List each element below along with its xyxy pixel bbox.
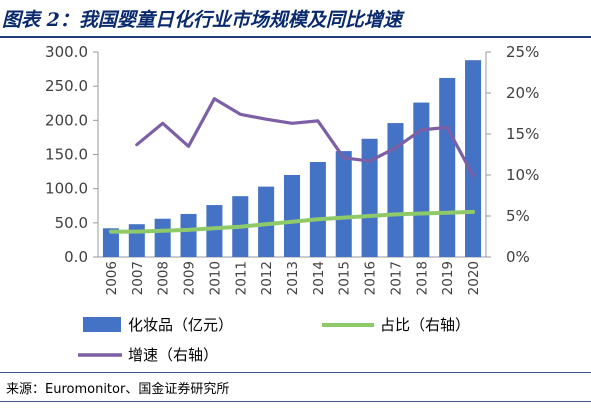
bar-2018 (413, 102, 430, 257)
bar-2010 (206, 205, 223, 257)
chart-title: 图表 2：我国婴童日化行业市场规模及同比增速 (2, 9, 402, 31)
x-tick-label-2007: 2007 (130, 261, 146, 295)
bar-2008 (154, 218, 171, 257)
x-tick-label-2013: 2013 (285, 261, 301, 295)
x-tick-label-2006: 2006 (104, 261, 120, 295)
combo-chart: 0.0 50.0 100.0 150.0 200.0 250.0 300.0 0% 5% 10% 1… (45, 43, 539, 364)
right-tick-label: 10% (506, 166, 539, 184)
x-tick-label-2009: 2009 (182, 261, 198, 295)
legend-label-bar: 化妆品（亿元） (128, 316, 233, 334)
title-divider (0, 36, 591, 38)
x-tick-label-2020: 2020 (466, 261, 482, 295)
left-tick-label: 100.0 (45, 180, 88, 198)
legend-label-share: 占比（右轴） (380, 316, 470, 334)
bar-2017 (387, 123, 404, 257)
growth-line (135, 97, 475, 178)
right-tick-label: 20% (506, 84, 539, 102)
bar-2014 (309, 162, 326, 257)
right-tick-label: 15% (506, 125, 539, 143)
left-tick-label: 300.0 (45, 43, 88, 61)
left-tick-label: 200.0 (45, 111, 88, 129)
legend-swatch-bar (83, 317, 121, 332)
bottom-divider (0, 401, 591, 402)
x-tick-label-2019: 2019 (440, 261, 456, 295)
source-note: 来源：Euromonitor、国金证券研究所 (6, 382, 230, 397)
bar-2016 (361, 138, 378, 257)
share-line (108, 209, 476, 234)
x-tick-label-2017: 2017 (388, 261, 404, 295)
right-tick-label: 5% (506, 207, 530, 225)
bar-2013 (283, 175, 301, 257)
bar-2009 (180, 213, 197, 257)
legend-label-growth: 增速（右轴） (128, 346, 218, 364)
bar-2007 (128, 224, 145, 257)
bar-2015 (335, 151, 352, 257)
x-tick-label-2010: 2010 (207, 261, 223, 295)
bar-2006 (102, 228, 119, 257)
left-tick-label: 50.0 (55, 214, 88, 232)
right-tick-label: 0% (506, 248, 530, 266)
left-tick-label: 150.0 (45, 146, 88, 164)
left-tick-label: 250.0 (45, 77, 88, 95)
source-divider (0, 372, 591, 373)
bar-2020 (465, 60, 482, 258)
x-tick-label-2016: 2016 (363, 261, 379, 295)
right-tick-label: 25% (506, 43, 539, 61)
bar-2019 (439, 77, 456, 257)
x-tick-label-2015: 2015 (337, 261, 353, 295)
left-tick-label: 0.0 (64, 248, 88, 266)
bar-2012 (258, 186, 275, 257)
x-tick-label-2018: 2018 (414, 261, 430, 295)
x-tick-label-2012: 2012 (259, 261, 275, 295)
x-tick-label-2014: 2014 (311, 261, 327, 295)
x-tick-label-2011: 2011 (233, 261, 249, 295)
x-tick-label-2008: 2008 (156, 261, 172, 295)
